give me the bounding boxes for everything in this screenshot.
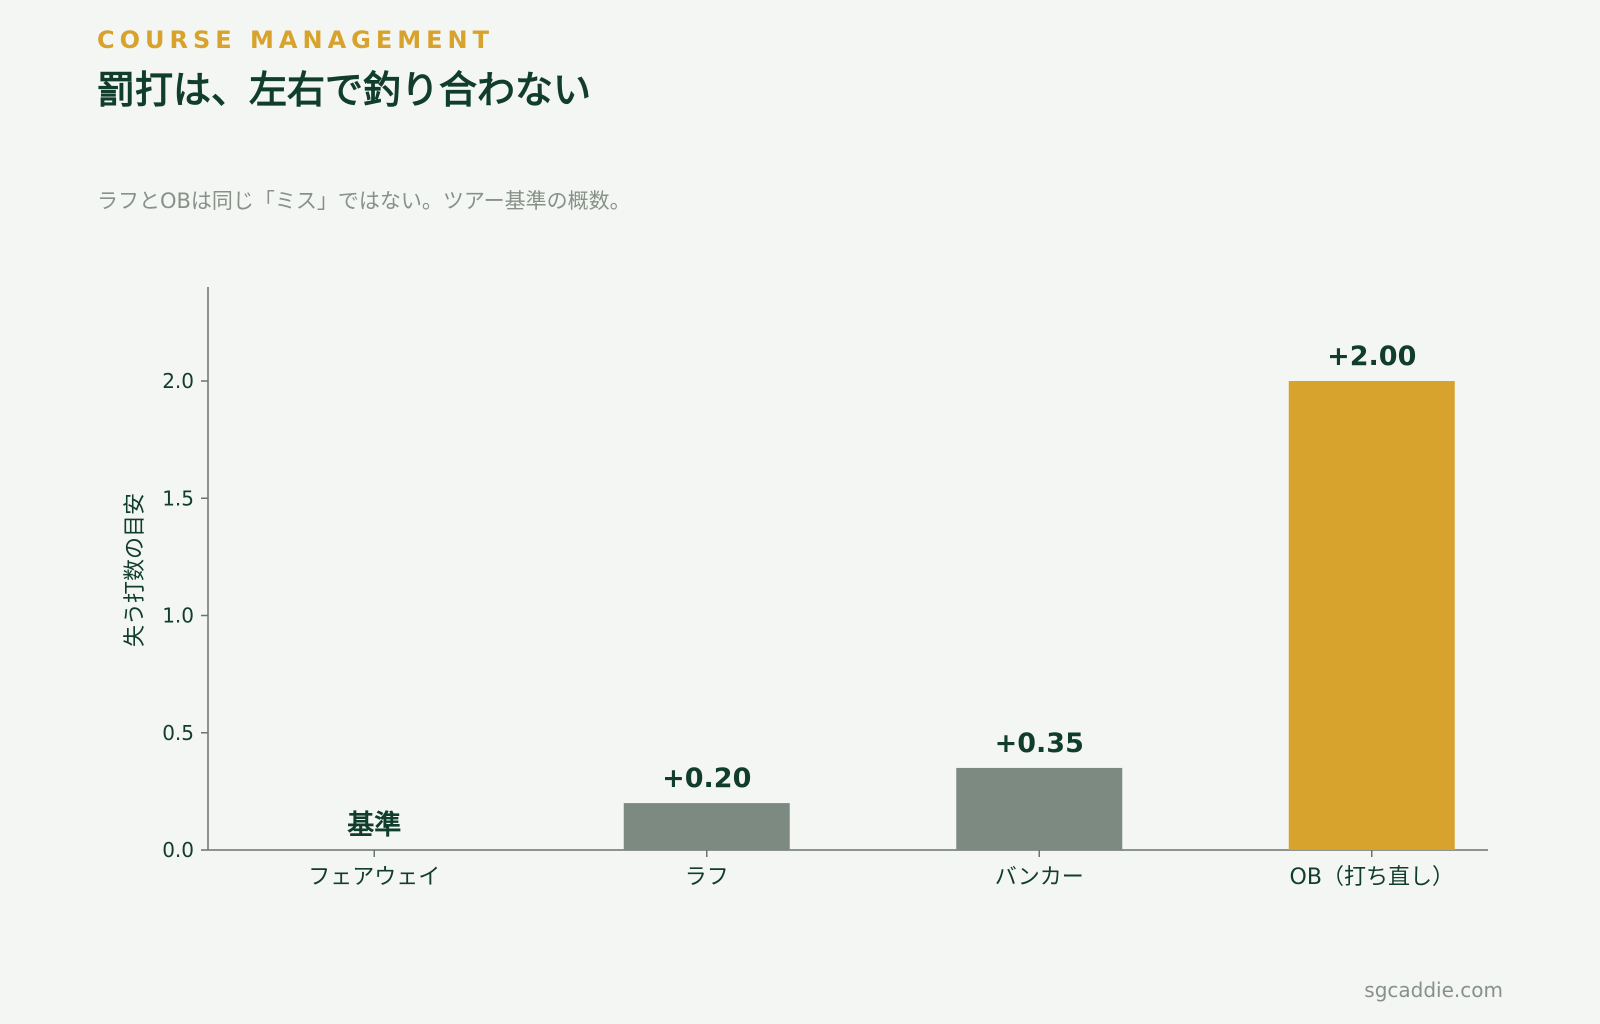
y-tick-label: 1.5 (162, 486, 194, 510)
y-axis-label: 失う打数の目安 (123, 493, 148, 647)
page-title: 罰打は、左右で釣り合わない (97, 68, 592, 112)
x-tick-label: バンカー (995, 865, 1084, 890)
bar (1288, 381, 1455, 850)
x-tick-label: OB（打ち直し） (1290, 865, 1454, 890)
bar-value-label: +0.35 (995, 728, 1084, 759)
bar-value-label: 基準 (347, 809, 401, 841)
y-tick-label: 0.5 (162, 721, 194, 745)
bar-value-label: +0.20 (662, 763, 751, 794)
page-subtitle: ラフとOBは同じ「ミス」ではない。ツアー基準の概数。 (97, 189, 631, 213)
bar (623, 803, 790, 850)
x-tick-label: ラフ (685, 865, 729, 890)
y-tick-label: 1.0 (162, 604, 194, 628)
y-tick-label: 2.0 (162, 369, 194, 393)
footer-site: sgcaddie.com (1364, 978, 1503, 1002)
bar (956, 767, 1123, 850)
x-tick-label: フェアウェイ (308, 865, 440, 890)
bar-value-label: +2.00 (1327, 341, 1416, 372)
y-tick-label: 0.0 (162, 838, 194, 862)
eyebrow-label: COURSE MANAGEMENT (97, 26, 494, 54)
